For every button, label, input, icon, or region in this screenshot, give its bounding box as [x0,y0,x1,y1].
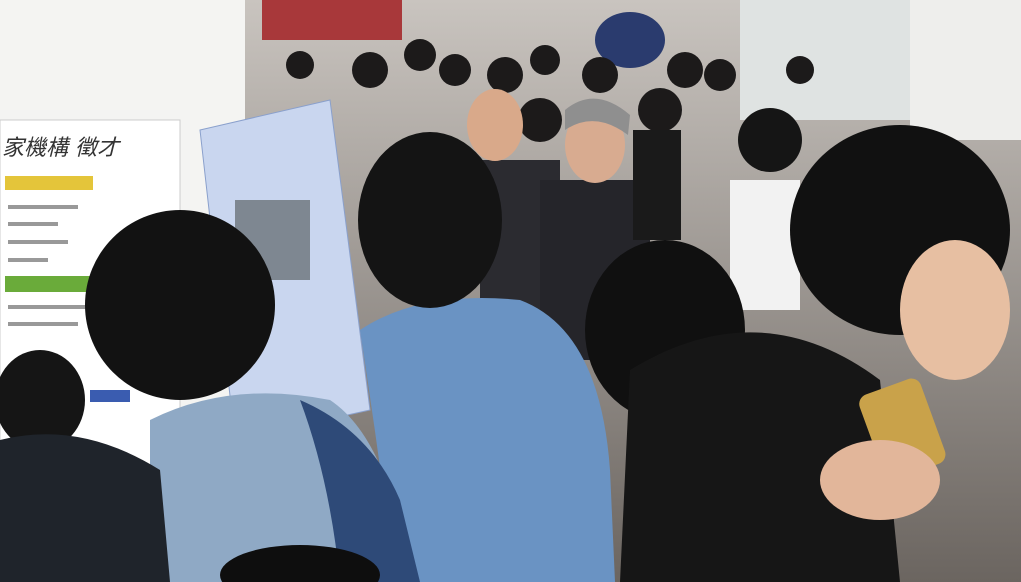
face [565,107,625,183]
white-shirt [730,180,800,310]
head [0,350,85,450]
jacket [0,434,170,582]
black-jacket [620,332,900,582]
head [738,108,802,172]
red-banner [262,0,402,40]
crowd [286,39,814,142]
face [900,240,1010,380]
grey-hair [565,98,630,135]
backpack [300,400,420,582]
poster-bar [90,390,130,402]
white-wall-right [910,0,1021,140]
head [85,210,275,400]
back-board [740,0,920,120]
camera [633,130,681,240]
head [220,545,380,582]
head [358,132,502,308]
poster-bar [5,176,93,190]
poster-lines [8,205,88,326]
hand [820,440,940,520]
blue-hoodie [360,298,615,582]
poster-text: 家機構 徵才 [2,136,122,161]
sign [595,12,665,68]
face [467,89,523,161]
